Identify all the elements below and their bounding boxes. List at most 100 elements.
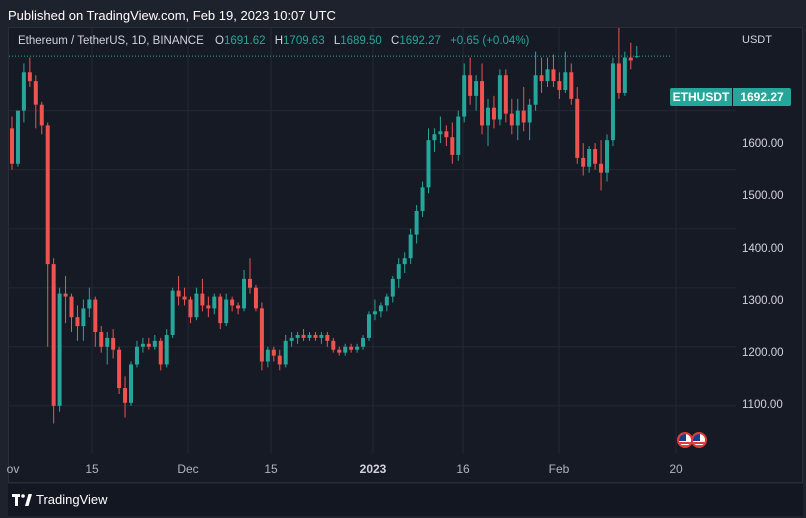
candle-body <box>248 278 252 288</box>
candle-body <box>289 337 294 341</box>
symbol-description[interactable]: Ethereum / TetherUS, 1D, BINANCE <box>18 35 204 47</box>
price-unit-label[interactable]: USDT <box>742 34 772 46</box>
candle-body <box>384 296 389 306</box>
candle-body <box>224 299 229 324</box>
brand-name: TradingView <box>36 492 108 507</box>
candle-body <box>206 305 211 309</box>
candle-body <box>587 149 592 167</box>
tradingview-brand[interactable]: TradingView <box>12 492 108 507</box>
candle-body <box>295 334 300 338</box>
candle-body <box>444 131 449 138</box>
open-label: O <box>214 35 224 47</box>
candle-body <box>21 72 26 111</box>
candle-body <box>557 81 562 90</box>
y-tick-label: 1400.00 <box>742 243 784 255</box>
candle-body <box>616 63 621 93</box>
candle-body <box>39 104 44 126</box>
candle-body <box>182 296 187 300</box>
candle-body <box>605 140 609 173</box>
tradingview-logo-icon <box>12 493 32 506</box>
candle-body <box>140 343 145 347</box>
candle-body <box>188 299 193 318</box>
candle-body <box>129 364 133 403</box>
candle-body <box>265 349 270 362</box>
candle-body <box>325 334 330 341</box>
candle-body <box>307 334 312 338</box>
candle-body <box>230 299 235 306</box>
candle-body <box>212 296 217 309</box>
candle-body <box>491 107 496 120</box>
candle-body <box>134 346 139 365</box>
candle-body <box>628 57 633 61</box>
open-value: 1691.62 <box>223 35 266 47</box>
candle-body <box>27 72 32 82</box>
us-flag-icon[interactable] <box>691 432 707 448</box>
candle-body <box>575 98 580 158</box>
x-tick-label: Feb <box>548 462 570 476</box>
candle-body <box>527 104 532 123</box>
candle-body <box>51 264 56 406</box>
us-flag-icon[interactable] <box>677 432 693 448</box>
candle-body <box>426 140 431 188</box>
change-value: +0.65 (+0.04%) <box>450 35 530 47</box>
candle-body <box>259 308 264 362</box>
candle-body <box>414 210 419 235</box>
candle-body <box>378 305 383 312</box>
candle-body <box>301 334 306 338</box>
candle-body <box>176 290 181 297</box>
candle-body <box>372 311 377 315</box>
candle-body <box>474 81 479 96</box>
x-tick-label: 15 <box>264 462 278 476</box>
candle-body <box>610 63 615 141</box>
candle-body <box>152 340 157 347</box>
candle-body <box>408 234 413 259</box>
candle-body <box>468 75 473 96</box>
candle-body <box>343 346 348 353</box>
candle-body <box>87 299 92 309</box>
candle-body <box>63 293 68 297</box>
price-tag-value: 1692.27 <box>733 88 791 106</box>
candle-body <box>390 278 395 297</box>
candle-body <box>569 72 574 99</box>
low-label: L <box>333 35 341 47</box>
candle-body <box>515 110 520 126</box>
y-tick-label: 1100.00 <box>742 399 783 411</box>
ohlc-legend: Ethereum / TetherUS, 1D, BINANCE O1691.6… <box>18 35 535 47</box>
candle-body <box>277 355 282 365</box>
candle-body <box>503 75 508 114</box>
candle-body <box>349 346 354 350</box>
candle-body <box>69 296 74 318</box>
candle-body <box>194 293 199 318</box>
candle-body <box>367 314 371 338</box>
close-label: C <box>391 35 400 47</box>
candle-body <box>57 293 62 406</box>
candle-body <box>599 163 604 173</box>
candle-body <box>283 340 288 365</box>
candle-body <box>563 72 568 90</box>
candle-body <box>81 308 86 327</box>
y-tick-label: 1600.00 <box>742 138 784 150</box>
candle-body <box>105 337 110 347</box>
candle-body <box>93 299 98 332</box>
candle-body <box>253 287 258 309</box>
high-value: 1709.63 <box>283 35 325 47</box>
candle-body <box>313 334 318 338</box>
candle-body <box>593 149 598 164</box>
candle-body <box>337 349 342 353</box>
close-value: 1692.27 <box>399 35 441 47</box>
candle-body <box>545 69 550 82</box>
candle-body <box>200 293 205 306</box>
candle-body <box>396 264 401 279</box>
candle-body <box>533 75 538 105</box>
candle-body <box>497 75 502 120</box>
candle-body <box>10 128 14 164</box>
candle-body <box>33 81 38 105</box>
x-tick-label: 16 <box>456 462 470 476</box>
candle-body <box>456 116 461 155</box>
y-tick-label: 1500.00 <box>742 190 784 202</box>
candle-body <box>509 113 514 126</box>
candle-body <box>146 343 151 347</box>
candle-body <box>236 305 241 309</box>
candle-body <box>218 296 223 324</box>
